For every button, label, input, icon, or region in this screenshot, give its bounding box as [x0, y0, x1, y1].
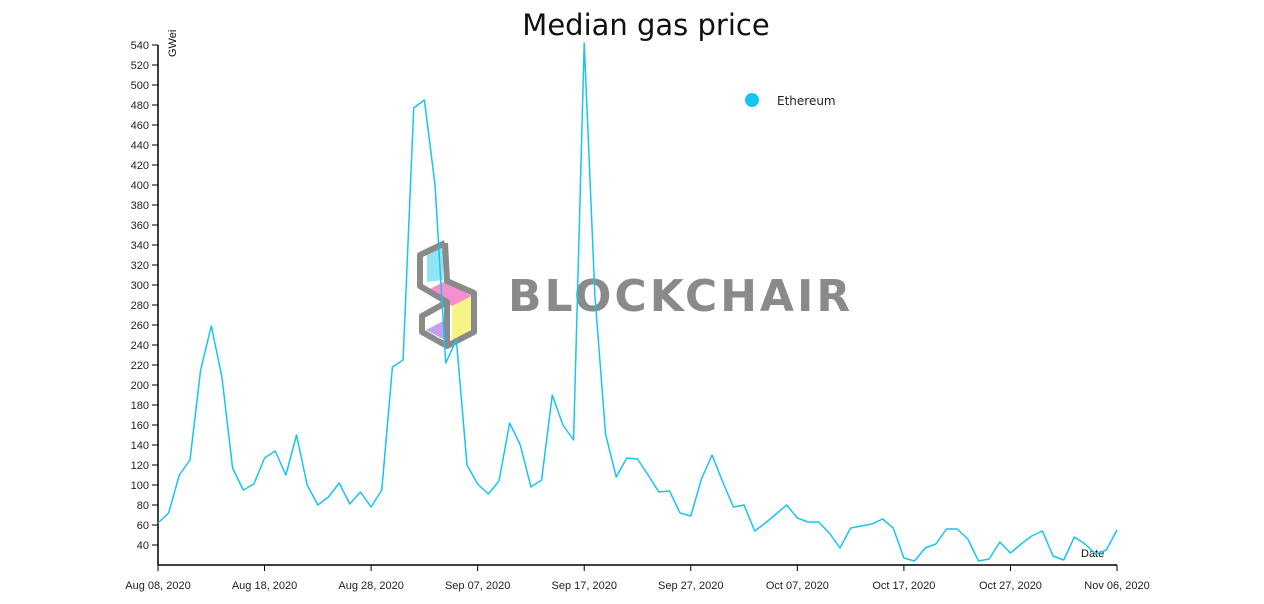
- x-tick-label: Sep 17, 2020: [551, 580, 616, 592]
- axes: 40 60 80 100 120 140 160 180 200 220 240 260 280 300 3…: [125, 40, 1149, 592]
- y-tick-label: 400: [131, 180, 149, 192]
- x-tick-label: Sep 07, 2020: [445, 580, 510, 592]
- y-tick-label: 420: [131, 160, 149, 172]
- x-tick-label: Oct 27, 2020: [979, 580, 1042, 592]
- y-tick-label: 160: [131, 420, 149, 432]
- x-tick-label: Aug 18, 2020: [232, 580, 297, 592]
- y-tick-label: 260: [131, 320, 149, 332]
- y-tick-label: 500: [131, 80, 149, 92]
- y-tick-label: 380: [131, 200, 149, 212]
- x-tick-label: Oct 17, 2020: [872, 580, 935, 592]
- x-tick-label: Nov 06, 2020: [1084, 580, 1149, 592]
- y-tick-label: 120: [131, 460, 149, 472]
- y-tick-label: 140: [131, 440, 149, 452]
- y-tick-label: 240: [131, 340, 149, 352]
- y-tick-label: 460: [131, 120, 149, 132]
- y-tick-label: 480: [131, 100, 149, 112]
- legend-marker: [745, 93, 759, 107]
- chart-title: Median gas price: [522, 8, 769, 42]
- y-tick-label: 100: [131, 480, 149, 492]
- y-tick-label: 280: [131, 300, 149, 312]
- y-tick-label: 200: [131, 380, 149, 392]
- x-tick-label: Aug 08, 2020: [125, 580, 190, 592]
- y-tick-label: 40: [137, 540, 149, 552]
- legend-label: Ethereum: [777, 94, 836, 108]
- y-tick-label: 440: [131, 140, 149, 152]
- blockchair-watermark: BLOCKCHAIR: [417, 240, 853, 349]
- x-tick-label: Sep 27, 2020: [658, 580, 723, 592]
- y-tick-label: 520: [131, 60, 149, 72]
- x-tick-label: Aug 28, 2020: [338, 580, 403, 592]
- y-tick-label: 180: [131, 400, 149, 412]
- y-axis-label: GWei: [167, 30, 179, 57]
- x-tick-label: Oct 07, 2020: [766, 580, 829, 592]
- y-tick-label: 320: [131, 260, 149, 272]
- y-tick-label: 60: [137, 520, 149, 532]
- x-axis-label: Date: [1081, 548, 1104, 560]
- y-tick-label: 360: [131, 220, 149, 232]
- y-tick-label: 540: [131, 40, 149, 52]
- blockchair-logo-icon: [417, 240, 477, 349]
- y-tick-label: 80: [137, 500, 149, 512]
- series-line-ethereum: [157, 42, 1118, 562]
- y-tick-label: 300: [131, 280, 149, 292]
- watermark-text: BLOCKCHAIR: [508, 271, 853, 322]
- y-tick-label: 340: [131, 240, 149, 252]
- y-tick-label: 220: [131, 360, 149, 372]
- legend: Ethereum: [745, 93, 836, 108]
